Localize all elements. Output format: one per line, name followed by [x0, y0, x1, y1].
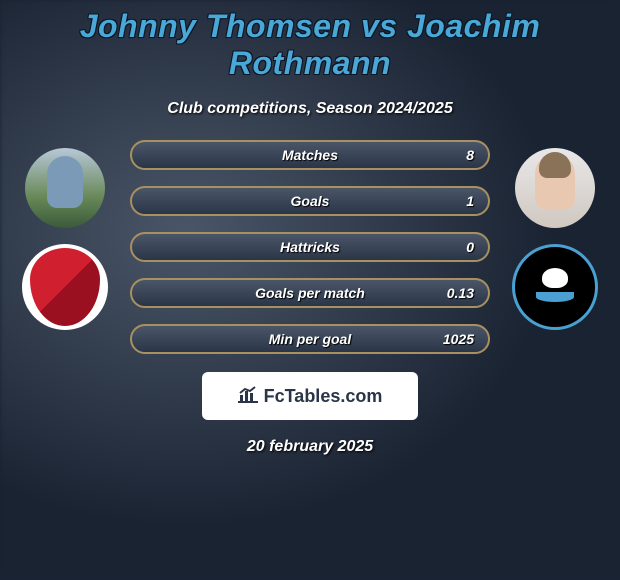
stat-label: Hattricks	[280, 239, 340, 255]
stat-label: Goals per match	[255, 285, 365, 301]
stats-column: Matches 8 Goals 1 Hattricks 0 Goals per …	[120, 140, 500, 354]
stat-label: Goals	[291, 193, 330, 209]
stat-label: Matches	[282, 147, 338, 163]
right-column	[500, 140, 610, 330]
stat-row-min-per-goal: Min per goal 1025	[130, 324, 490, 354]
main-row: Matches 8 Goals 1 Hattricks 0 Goals per …	[0, 140, 620, 354]
crest-bird-icon	[528, 260, 582, 314]
player1-avatar	[25, 148, 105, 228]
brand-name: FcTables.com	[264, 386, 383, 407]
date-text: 20 february 2025	[247, 438, 373, 456]
chart-icon	[238, 385, 258, 408]
player1-club-crest	[22, 244, 108, 330]
stat-row-goals-per-match: Goals per match 0.13	[130, 278, 490, 308]
page-title: Johnny Thomsen vs Joachim Rothmann	[0, 8, 620, 82]
stat-value-right: 8	[466, 147, 474, 163]
player2-club-crest	[512, 244, 598, 330]
crest-shield-icon	[30, 248, 100, 326]
stat-value-right: 0.13	[447, 285, 474, 301]
subtitle: Club competitions, Season 2024/2025	[167, 100, 452, 118]
stat-value-right: 1	[466, 193, 474, 209]
stat-label: Min per goal	[269, 331, 351, 347]
stat-row-matches: Matches 8	[130, 140, 490, 170]
stat-row-hattricks: Hattricks 0	[130, 232, 490, 262]
brand-logo-box: FcTables.com	[202, 372, 418, 420]
stat-value-right: 1025	[443, 331, 474, 347]
left-column	[10, 140, 120, 330]
content-container: Johnny Thomsen vs Joachim Rothmann Club …	[0, 0, 620, 456]
stat-value-right: 0	[466, 239, 474, 255]
stat-row-goals: Goals 1	[130, 186, 490, 216]
player2-avatar	[515, 148, 595, 228]
